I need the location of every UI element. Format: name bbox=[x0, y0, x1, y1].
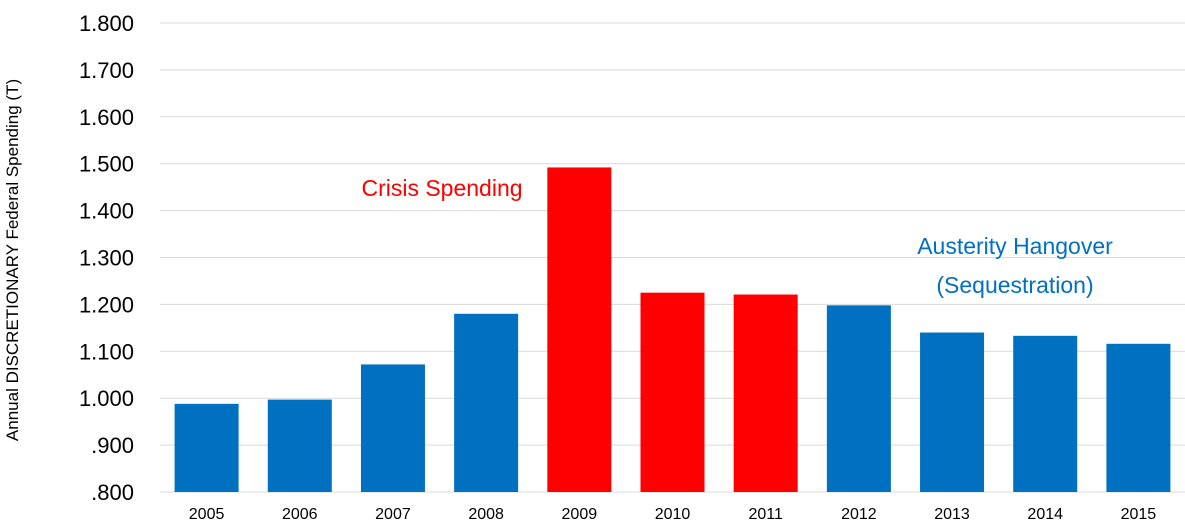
bar-2010 bbox=[640, 292, 705, 492]
y-tick-label: 1.600 bbox=[79, 105, 134, 130]
bar-2006 bbox=[267, 399, 332, 492]
y-axis-ticks: 1.800 1.700 1.600 1.500 1.400 1.300 1.200 1.100… bbox=[79, 11, 134, 505]
annotation-crisis-spending: Crisis Spending bbox=[361, 175, 522, 201]
bar-2015 bbox=[1106, 343, 1171, 492]
bar-2012 bbox=[826, 305, 891, 492]
bar-2014 bbox=[1013, 335, 1078, 492]
x-tick-label: 2009 bbox=[562, 506, 598, 523]
bar-2005 bbox=[174, 403, 239, 492]
annotation-sequestration: (Sequestration) bbox=[936, 272, 1093, 298]
x-tick-label: 2007 bbox=[375, 506, 411, 523]
y-axis-label: Annual DISCRETIONARY Federal Spending (T… bbox=[3, 79, 22, 441]
x-tick-label: 2005 bbox=[189, 506, 225, 523]
x-tick-label: 2013 bbox=[934, 506, 970, 523]
x-tick-label: 2011 bbox=[748, 506, 783, 523]
y-tick-label: 1.300 bbox=[79, 246, 134, 271]
x-tick-label: 2015 bbox=[1121, 506, 1157, 523]
bar-2007 bbox=[360, 364, 425, 492]
bar-2011 bbox=[733, 294, 798, 492]
x-tick-label: 2006 bbox=[282, 506, 318, 523]
y-tick-label: 1.000 bbox=[79, 386, 134, 411]
x-tick-label: 2008 bbox=[468, 506, 504, 523]
bar-2009 bbox=[547, 167, 612, 492]
y-tick-label: .900 bbox=[91, 433, 134, 458]
y-tick-label: 1.100 bbox=[79, 339, 134, 364]
y-tick-label: 1.200 bbox=[79, 292, 134, 317]
y-tick-label: 1.400 bbox=[79, 199, 134, 224]
y-tick-label: 1.500 bbox=[79, 152, 134, 177]
bar-2008 bbox=[454, 313, 519, 492]
y-tick-label: 1.700 bbox=[79, 58, 134, 83]
x-axis-ticks: 2005 2006 2007 2008 2009 2010 2011 2012 2013 2014… bbox=[189, 506, 1157, 523]
x-tick-label: 2014 bbox=[1027, 506, 1063, 523]
bar-2013 bbox=[920, 332, 985, 492]
annotation-austerity-hangover: Austerity Hangover bbox=[917, 233, 1113, 259]
x-tick-label: 2010 bbox=[655, 506, 691, 523]
x-tick-label: 2012 bbox=[841, 506, 877, 523]
bars bbox=[174, 167, 1171, 492]
y-tick-label: 1.800 bbox=[79, 11, 134, 36]
y-tick-label: .800 bbox=[91, 480, 134, 505]
